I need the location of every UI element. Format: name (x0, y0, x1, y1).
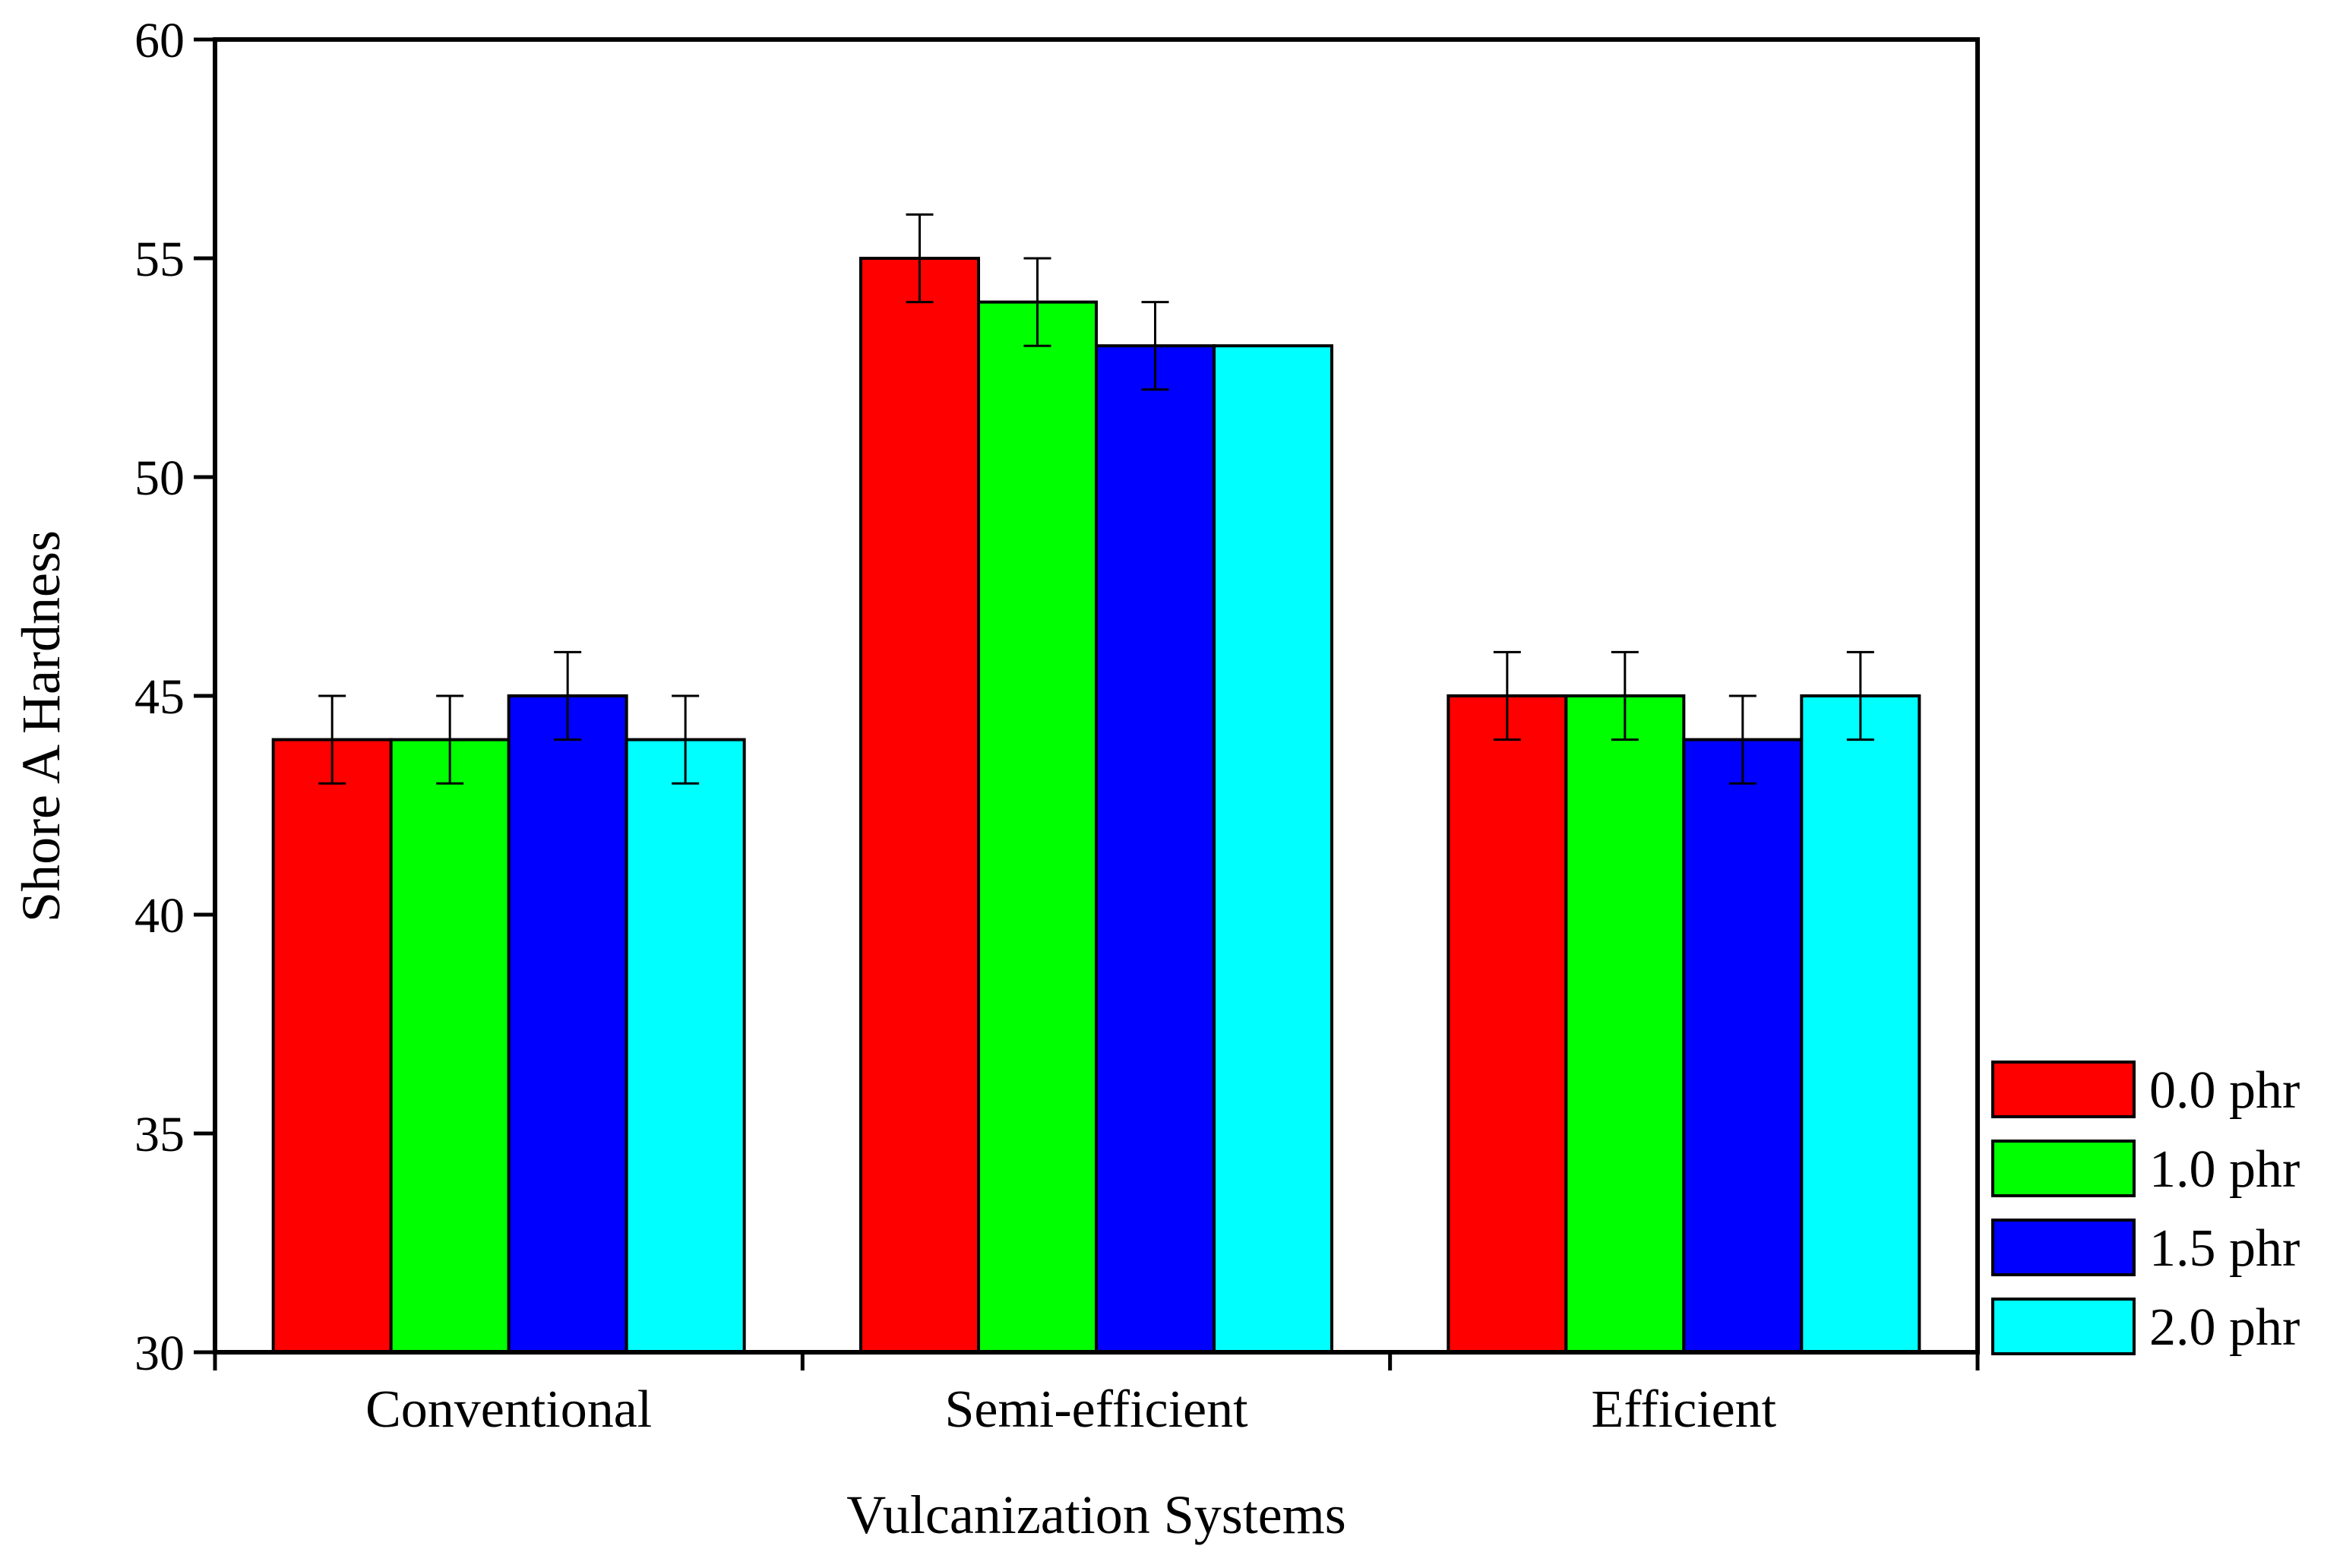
x-axis-title: Vulcanization Systems (846, 1484, 1346, 1545)
x-tick-label: Conventional (365, 1380, 652, 1439)
bar (624, 738, 746, 1354)
bar (859, 257, 980, 1354)
x-axis: Conventional Semi-efficient Efficient (213, 1352, 1980, 1439)
legend-swatch (1991, 1298, 2136, 1355)
bar (389, 738, 511, 1354)
x-tick-label: Semi-efficient (944, 1380, 1248, 1439)
x-tick-label: Efficient (1592, 1380, 1777, 1439)
y-tick-label: 45 (134, 669, 185, 725)
y-axis-title: Shore A Hardness (11, 530, 71, 922)
legend-label: 1.5 phr (2149, 1219, 2300, 1278)
legend-swatch (1991, 1140, 2136, 1197)
bar (1800, 694, 1921, 1354)
bar (507, 694, 628, 1354)
y-tick-label: 55 (134, 232, 185, 287)
y-tick-label: 60 (134, 13, 185, 68)
y-tick-label: 50 (134, 450, 185, 506)
legend: 0.0 phr 1.0 phr 1.5 phr 2.0 phr (1991, 1061, 2300, 1357)
legend-swatch (1991, 1061, 2136, 1118)
bar (1095, 344, 1216, 1355)
bar (977, 300, 1098, 1355)
y-axis: 30 35 40 45 50 55 60 (134, 13, 215, 1381)
legend-label: 2.0 phr (2149, 1298, 2300, 1357)
bar (1682, 738, 1804, 1354)
legend-swatch (1991, 1219, 2136, 1276)
bar (1447, 694, 1568, 1354)
legend-label: 1.0 phr (2149, 1140, 2300, 1199)
y-tick-label: 30 (134, 1326, 185, 1381)
legend-label: 0.0 phr (2149, 1061, 2300, 1120)
bars-layer (271, 257, 1921, 1355)
y-tick-label: 40 (134, 888, 185, 944)
bar (271, 738, 393, 1354)
error-bars-layer (318, 213, 1874, 785)
bar (1213, 344, 1333, 1355)
bar (1564, 694, 1686, 1354)
y-tick-label: 35 (134, 1107, 185, 1162)
